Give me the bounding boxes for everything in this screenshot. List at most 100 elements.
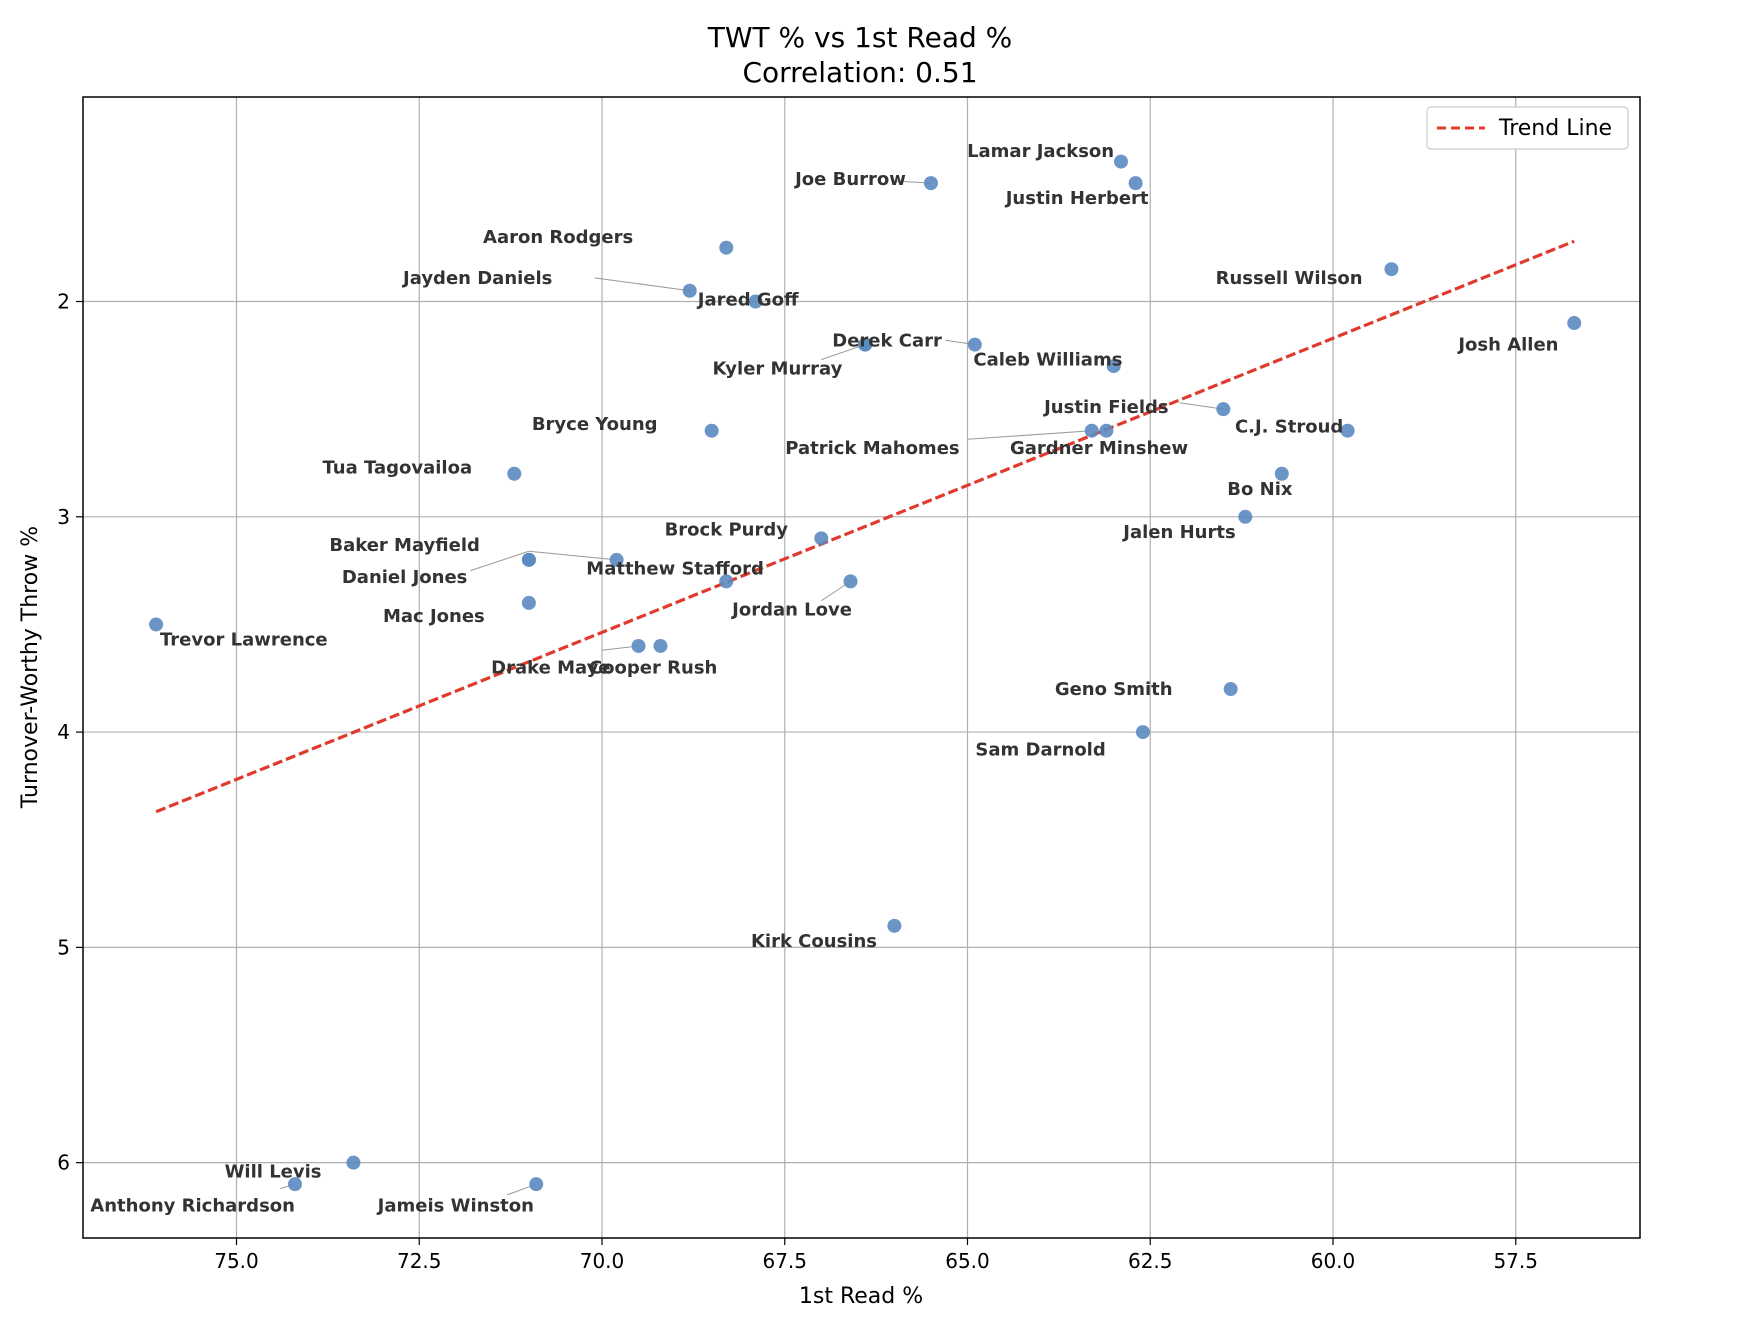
point-label: Matthew Stafford bbox=[586, 558, 764, 579]
x-tick-label: 75.0 bbox=[214, 1249, 259, 1273]
data-point bbox=[1340, 423, 1355, 438]
data-point bbox=[1084, 423, 1099, 438]
data-point bbox=[1099, 423, 1114, 438]
label-connector bbox=[594, 277, 690, 292]
point-label: Patrick Mahomes bbox=[785, 438, 959, 459]
data-point bbox=[609, 552, 624, 567]
point-label: Bo Nix bbox=[1227, 479, 1293, 500]
point-label: Jalen Hurts bbox=[1121, 522, 1235, 543]
label-connector bbox=[470, 550, 530, 572]
y-tick-label: 5 bbox=[57, 935, 70, 959]
data-point bbox=[653, 638, 668, 653]
data-point bbox=[719, 574, 734, 589]
x-tick-label: 70.0 bbox=[580, 1249, 625, 1273]
y-axis-ticks: 2 3 4 5 6 bbox=[57, 290, 83, 1175]
data-point bbox=[719, 240, 734, 255]
point-label: Daniel Jones bbox=[342, 567, 468, 588]
data-point bbox=[858, 337, 873, 352]
point-label: Brock Purdy bbox=[665, 520, 789, 541]
data-point bbox=[843, 574, 858, 589]
point-label: Joe Burrow bbox=[793, 169, 906, 190]
data-point bbox=[967, 337, 982, 352]
legend-box bbox=[1426, 106, 1629, 150]
x-tick-label: 72.5 bbox=[397, 1249, 442, 1273]
y-tick-label: 6 bbox=[57, 1151, 70, 1175]
point-label: Caleb Williams bbox=[973, 350, 1122, 371]
chart-title: TWT % vs 1st Read % bbox=[707, 21, 1013, 54]
point-label: Anthony Richardson bbox=[90, 1196, 295, 1217]
trend-line-group bbox=[155, 239, 1575, 814]
data-point bbox=[1567, 316, 1582, 331]
point-label: C.J. Stroud bbox=[1235, 416, 1343, 437]
point-label: Mac Jones bbox=[383, 606, 485, 627]
data-points bbox=[149, 154, 1582, 1192]
data-point bbox=[1274, 466, 1289, 481]
point-label: Drake Maye bbox=[491, 658, 610, 679]
point-label: Jordan Love bbox=[730, 599, 852, 620]
point-label: Kyler Murray bbox=[713, 358, 843, 379]
x-tick-label: 62.5 bbox=[1128, 1249, 1173, 1273]
y-tick-label: 3 bbox=[57, 505, 70, 529]
point-label: Tua Tagovailoa bbox=[323, 457, 473, 478]
point-label: Derek Carr bbox=[832, 330, 942, 351]
plot-frame bbox=[82, 96, 1641, 1239]
data-point bbox=[1106, 359, 1121, 374]
data-point bbox=[682, 283, 697, 298]
data-point bbox=[346, 1155, 361, 1170]
point-label: Josh Allen bbox=[1456, 335, 1558, 356]
legend: Trend Line bbox=[1426, 106, 1629, 150]
data-point bbox=[521, 595, 536, 610]
data-point bbox=[923, 176, 938, 191]
data-point bbox=[814, 531, 829, 546]
data-point bbox=[1128, 176, 1143, 191]
legend-trend-label: Trend Line bbox=[1498, 116, 1612, 141]
data-point bbox=[704, 423, 719, 438]
data-point bbox=[1384, 262, 1399, 277]
x-tick-label: 57.5 bbox=[1493, 1249, 1538, 1273]
point-label: Cooper Rush bbox=[589, 658, 717, 679]
point-label: Russell Wilson bbox=[1216, 268, 1363, 289]
data-point bbox=[1114, 154, 1128, 169]
data-point bbox=[1238, 509, 1253, 524]
point-label: Justin Herbert bbox=[1004, 188, 1149, 209]
point-label: Trevor Lawrence bbox=[160, 630, 328, 651]
x-tick-label: 65.0 bbox=[945, 1249, 990, 1273]
data-point bbox=[887, 918, 902, 933]
label-connector bbox=[967, 430, 1092, 440]
x-axis-ticks: 75.0 72.5 70.0 67.5 65.0 62.5 60.0 57.5 bbox=[214, 1238, 1538, 1273]
data-point bbox=[149, 617, 164, 632]
data-point bbox=[748, 294, 763, 309]
point-label: Jameis Winston bbox=[376, 1196, 534, 1217]
point-label: Lamar Jackson bbox=[967, 141, 1114, 162]
x-tick-label: 67.5 bbox=[762, 1249, 807, 1273]
point-label: Aaron Rodgers bbox=[483, 227, 633, 248]
label-connector bbox=[528, 550, 617, 561]
point-label: Geno Smith bbox=[1055, 679, 1173, 700]
data-point bbox=[631, 638, 646, 653]
x-axis-label: 1st Read % bbox=[799, 1284, 923, 1309]
data-point bbox=[1223, 682, 1238, 697]
data-point bbox=[507, 466, 522, 481]
point-label: Sam Darnold bbox=[975, 739, 1105, 760]
data-point bbox=[1135, 725, 1150, 740]
trend-line bbox=[155, 239, 1575, 814]
label-connector bbox=[1179, 402, 1224, 410]
point-label: Justin Fields bbox=[1042, 397, 1169, 418]
x-tick-label: 60.0 bbox=[1311, 1249, 1356, 1273]
data-point bbox=[1216, 402, 1231, 417]
point-label: Baker Mayfield bbox=[329, 535, 480, 556]
y-tick-label: 4 bbox=[57, 720, 70, 744]
y-tick-label: 2 bbox=[57, 290, 70, 314]
point-label: Will Levis bbox=[225, 1161, 322, 1182]
y-axis-label: Turnover-Worthy Throw % bbox=[18, 526, 43, 809]
data-point bbox=[521, 552, 536, 567]
point-label: Jayden Daniels bbox=[401, 268, 552, 289]
label-connector bbox=[821, 344, 866, 361]
point-label: Gardner Minshew bbox=[1010, 438, 1188, 459]
chart-subtitle: Correlation: 0.51 bbox=[742, 56, 977, 89]
point-label: Kirk Cousins bbox=[751, 931, 877, 952]
grid bbox=[83, 97, 1640, 1238]
data-point bbox=[529, 1177, 544, 1192]
